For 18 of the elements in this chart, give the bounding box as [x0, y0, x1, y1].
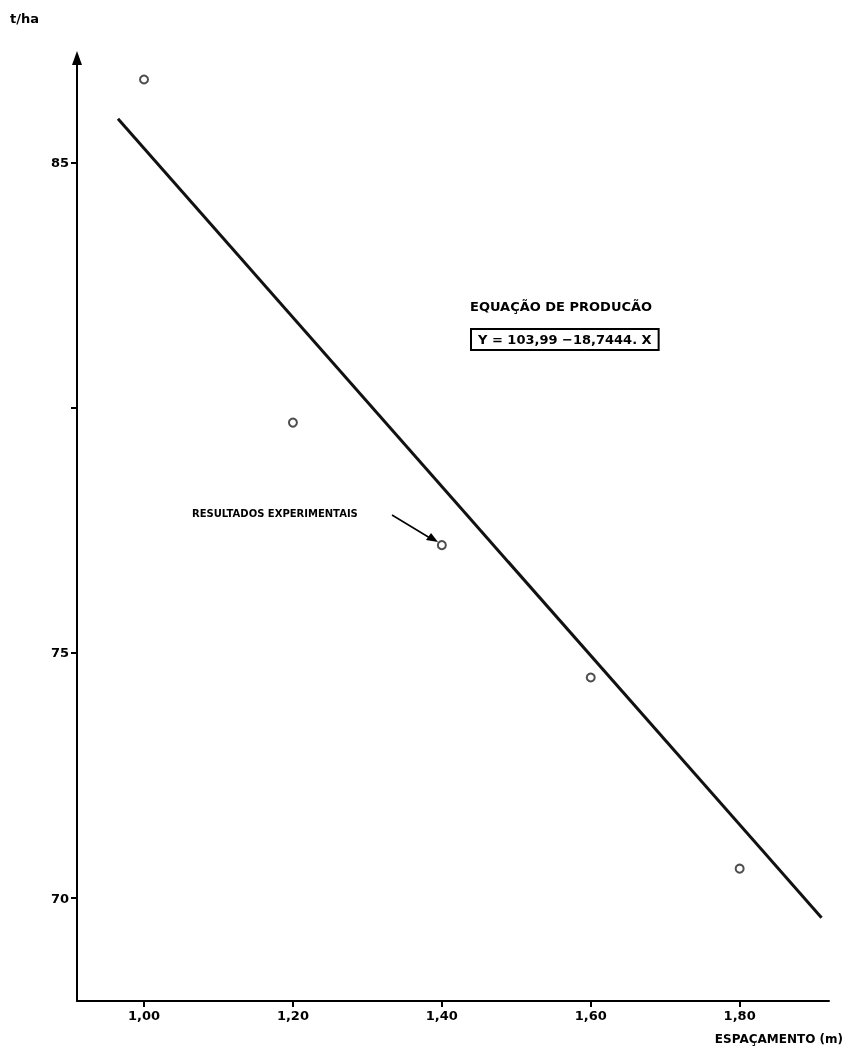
y-axis-title: t/ha	[10, 11, 39, 26]
x-tick-label: 1,80	[723, 1008, 756, 1023]
x-tick-label: 1,60	[574, 1008, 607, 1023]
x-tick-label: 1,00	[127, 1008, 161, 1023]
y-tick-label: 85	[50, 155, 69, 171]
annotation: RESULTADOS EXPERIMENTAIS	[192, 507, 358, 519]
point	[734, 863, 745, 874]
y-tick-label: 70	[50, 890, 69, 906]
y-tick-label: 75	[50, 645, 69, 661]
point	[139, 74, 150, 85]
x-tick-label: 1,20	[276, 1008, 309, 1023]
point	[436, 540, 447, 551]
point	[287, 417, 298, 428]
x-axis-title: ESPAÇAMENTO (m)	[714, 1032, 844, 1046]
annotation: EQUAÇÃO DE PRODUCÃO	[470, 299, 653, 314]
x-tick-label: 1,40	[425, 1008, 458, 1023]
annotation: Y = 103,99 −18,7444. X	[477, 332, 652, 347]
point	[585, 672, 596, 683]
